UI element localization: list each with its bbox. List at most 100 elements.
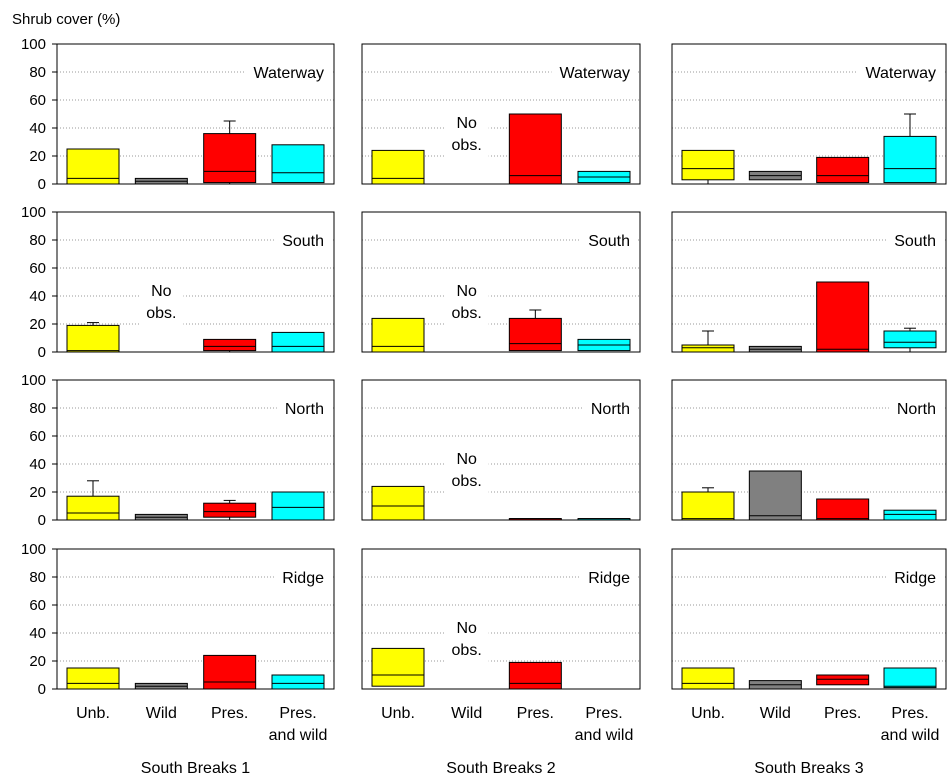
box-south-breaks-2-waterway-pres xyxy=(508,113,562,185)
box-south-breaks-3-ridge-unb xyxy=(681,667,735,690)
ytick-label-south-breaks-1-waterway-40: 40 xyxy=(29,120,46,137)
no-obs-bg-south-breaks-2-south-wild xyxy=(444,278,489,326)
box-south-breaks-2-south-unb xyxy=(371,317,425,353)
panel-frame-south-breaks-3-south xyxy=(671,211,947,353)
category-label-south-breaks-3-1-0: Wild xyxy=(760,705,791,722)
group-label-south-breaks-2: South Breaks 2 xyxy=(446,760,556,777)
ytick-label-south-breaks-1-waterway-100: 100 xyxy=(21,36,46,53)
ytick-label-south-breaks-1-ridge-40: 40 xyxy=(29,625,46,642)
panel-title-south-breaks-1-waterway: Waterway xyxy=(253,65,324,82)
no-obs-label-south-breaks-2-waterway-wild-1: obs. xyxy=(452,137,482,154)
group-label-south-breaks-1: South Breaks 1 xyxy=(141,760,251,777)
box-south-breaks-3-waterway-unb xyxy=(681,149,735,181)
box-south-breaks-1-north-pres xyxy=(203,502,257,518)
category-label-south-breaks-1-3-0: Pres. xyxy=(279,705,316,722)
category-label-south-breaks-2-0-0: Unb. xyxy=(381,705,415,722)
box-south-breaks-1-waterway-pres-and-wild xyxy=(271,144,325,184)
box-south-breaks-2-waterway-unb xyxy=(371,149,425,185)
category-label-south-breaks-1-0-0: Unb. xyxy=(76,705,110,722)
panel-frame-south-breaks-3-north xyxy=(671,379,947,521)
no-obs-label-south-breaks-1-south-wild-1: obs. xyxy=(146,305,176,322)
panel-title-south-breaks-3-south: South xyxy=(894,233,936,250)
panel-title-bg-south-breaks-3-ridge xyxy=(886,568,945,588)
box-south-breaks-1-ridge-pres-and-wild xyxy=(271,674,325,690)
box-south-breaks-1-waterway-pres xyxy=(203,133,257,184)
panel-title-bg-south-breaks-3-south xyxy=(886,231,944,251)
panel-title-bg-south-breaks-1-north xyxy=(276,399,332,419)
no-obs-label-south-breaks-2-north-wild-1: obs. xyxy=(452,473,482,490)
box-south-breaks-3-north-unb xyxy=(681,491,735,521)
panel-title-south-breaks-3-ridge: Ridge xyxy=(894,570,936,587)
category-label-south-breaks-1-1-0: Wild xyxy=(146,705,177,722)
panel-frame-south-breaks-1-ridge xyxy=(56,548,335,690)
panel-frame-south-breaks-2-south xyxy=(361,211,641,353)
box-south-breaks-3-ridge-pres-and-wild xyxy=(883,667,937,689)
ytick-label-south-breaks-1-waterway-80: 80 xyxy=(29,64,46,81)
box-south-breaks-3-south-pres-and-wild xyxy=(883,330,937,349)
panel-frame-south-breaks-2-waterway xyxy=(361,43,641,185)
no-obs-label-south-breaks-2-south-wild-0: No xyxy=(456,283,477,300)
ytick-label-south-breaks-1-north-80: 80 xyxy=(29,400,46,417)
y-axis-label: Shrub cover (%) xyxy=(12,11,120,28)
no-obs-label-south-breaks-2-ridge-wild-0: No xyxy=(456,620,477,637)
category-label-south-breaks-2-3-0: Pres. xyxy=(585,705,622,722)
panel-frame-south-breaks-1-waterway xyxy=(56,43,335,185)
panel-title-bg-south-breaks-2-waterway xyxy=(551,63,638,83)
category-label-south-breaks-2-2-0: Pres. xyxy=(517,705,554,722)
panel-title-south-breaks-2-south: South xyxy=(588,233,630,250)
ytick-label-south-breaks-1-south-40: 40 xyxy=(29,288,46,305)
box-south-breaks-3-north-pres-and-wild xyxy=(883,509,937,521)
panel-frame-south-breaks-3-waterway xyxy=(671,43,947,185)
ytick-label-south-breaks-1-waterway-0: 0 xyxy=(38,176,46,193)
no-obs-label-south-breaks-2-ridge-wild-1: obs. xyxy=(452,642,482,659)
panel-title-south-breaks-2-ridge: Ridge xyxy=(588,570,630,587)
ytick-label-south-breaks-1-south-60: 60 xyxy=(29,260,46,277)
ytick-label-south-breaks-1-south-20: 20 xyxy=(29,316,46,333)
ytick-label-south-breaks-1-ridge-0: 0 xyxy=(38,681,46,698)
panel-title-south-breaks-3-waterway: Waterway xyxy=(865,65,936,82)
box-south-breaks-3-ridge-pres xyxy=(816,674,870,686)
panel-title-south-breaks-3-north: North xyxy=(897,401,936,418)
panel-frame-south-breaks-2-ridge xyxy=(361,548,641,690)
ytick-label-south-breaks-1-north-0: 0 xyxy=(38,512,46,529)
panel-frame-south-breaks-3-ridge xyxy=(671,548,947,690)
panel-title-bg-south-breaks-2-ridge xyxy=(580,568,639,588)
panel-title-bg-south-breaks-1-south xyxy=(274,231,332,251)
panel-frame-south-breaks-2-north xyxy=(361,379,641,521)
box-south-breaks-1-south-unb xyxy=(66,324,120,353)
ytick-label-south-breaks-1-south-0: 0 xyxy=(38,344,46,361)
ytick-label-south-breaks-1-north-100: 100 xyxy=(21,372,46,389)
box-south-breaks-3-north-pres xyxy=(816,498,870,521)
panel-title-south-breaks-1-ridge: Ridge xyxy=(282,570,324,587)
box-south-breaks-3-south-unb xyxy=(681,344,735,353)
box-south-breaks-1-north-pres-and-wild xyxy=(271,491,325,521)
panel-title-bg-south-breaks-1-waterway xyxy=(245,63,332,83)
panel-title-south-breaks-2-waterway: Waterway xyxy=(559,65,630,82)
category-label-south-breaks-3-2-0: Pres. xyxy=(824,705,861,722)
no-obs-bg-south-breaks-2-waterway-wild xyxy=(444,110,489,158)
category-label-south-breaks-1-3-1: and wild xyxy=(269,727,328,744)
ytick-label-south-breaks-1-ridge-80: 80 xyxy=(29,569,46,586)
group-label-south-breaks-3: South Breaks 3 xyxy=(754,760,864,777)
panel-title-bg-south-breaks-1-ridge xyxy=(274,568,333,588)
ytick-label-south-breaks-1-south-80: 80 xyxy=(29,232,46,249)
category-label-south-breaks-2-1-0: Wild xyxy=(451,705,482,722)
panel-title-bg-south-breaks-2-south xyxy=(580,231,638,251)
box-south-breaks-3-waterway-pres-and-wild xyxy=(883,135,937,184)
box-south-breaks-2-ridge-unb xyxy=(371,647,425,687)
category-label-south-breaks-3-3-1: and wild xyxy=(881,727,940,744)
panel-title-bg-south-breaks-3-waterway xyxy=(857,63,944,83)
box-south-breaks-3-waterway-pres xyxy=(816,156,870,184)
no-obs-bg-south-breaks-2-ridge-wild xyxy=(444,615,489,663)
panel-title-south-breaks-1-south: South xyxy=(282,233,324,250)
no-obs-label-south-breaks-1-south-wild-0: No xyxy=(151,283,172,300)
ytick-label-south-breaks-1-ridge-100: 100 xyxy=(21,541,46,558)
box-south-breaks-1-north-unb xyxy=(66,495,120,521)
box-south-breaks-1-south-pres-and-wild xyxy=(271,331,325,353)
ytick-label-south-breaks-1-north-60: 60 xyxy=(29,428,46,445)
category-label-south-breaks-2-3-1: and wild xyxy=(575,727,634,744)
box-south-breaks-3-south-pres xyxy=(816,281,870,353)
ytick-label-south-breaks-1-north-40: 40 xyxy=(29,456,46,473)
panel-title-bg-south-breaks-2-north xyxy=(582,399,638,419)
